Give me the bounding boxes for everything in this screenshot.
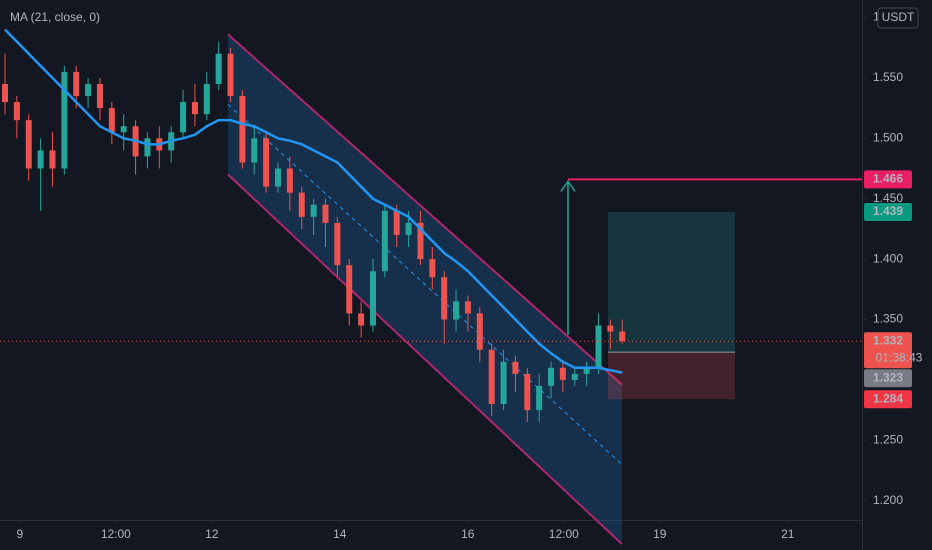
candle-body	[393, 210, 400, 235]
stop-price-label: 1.284	[873, 391, 903, 405]
x-tick-label: 16	[461, 527, 475, 541]
candle-body	[286, 168, 293, 193]
candle-body	[441, 277, 448, 320]
y-tick-label: 1.200	[873, 493, 903, 507]
channel-fill	[228, 34, 622, 545]
last-price-label: 1.332	[873, 333, 903, 347]
candle-body	[25, 120, 32, 169]
take-profit-label: 1.439	[873, 204, 903, 218]
candle-body	[488, 349, 495, 405]
channel-upper	[227, 33, 623, 386]
candle-body	[453, 301, 460, 320]
candle-body	[13, 102, 20, 121]
x-tick-label: 12:00	[549, 527, 579, 541]
candle-body	[583, 367, 590, 374]
x-tick-label: 12	[205, 527, 219, 541]
target-price-label-box	[864, 170, 912, 189]
x-tick-label: 12:00	[101, 527, 131, 541]
candle-body	[369, 271, 376, 326]
entry-price-label: 1.323	[873, 370, 903, 384]
candle-body	[108, 108, 115, 133]
candle-body	[619, 331, 626, 342]
indicator-legend[interactable]: MA (21, close, 0)	[10, 10, 100, 24]
candle-body	[524, 373, 531, 411]
y-tick-label: 1.450	[873, 191, 903, 205]
stop-price-label-box	[864, 390, 912, 409]
candle-body	[227, 53, 234, 97]
candle-body	[500, 361, 507, 405]
x-tick-label: 19	[653, 527, 667, 541]
candle-body	[2, 83, 8, 103]
x-tick-label: 9	[16, 527, 23, 541]
currency-label: USDT	[882, 10, 915, 24]
arrow-head	[560, 180, 576, 192]
candle-body	[85, 83, 92, 97]
candle-body	[559, 367, 566, 380]
y-tick-label: 1.550	[873, 70, 903, 84]
candle-body	[49, 150, 56, 169]
candle-body	[275, 168, 282, 187]
last-price-label-box	[864, 332, 912, 369]
candle-body	[61, 71, 68, 169]
position-stop-zone	[608, 352, 735, 400]
candle-body	[607, 325, 614, 332]
candle-body	[476, 313, 483, 350]
candle-body	[251, 138, 258, 163]
candle-body	[73, 71, 80, 97]
candle-body	[429, 259, 436, 278]
channel-middle	[227, 104, 623, 465]
entry-price-label-box	[864, 369, 912, 388]
candle-body	[263, 138, 270, 187]
candle-body	[37, 150, 44, 169]
candle-body	[239, 96, 246, 163]
x-tick-label: 14	[333, 527, 347, 541]
candle-body	[322, 204, 329, 223]
candle-body	[595, 325, 602, 368]
position-target-zone	[608, 211, 735, 353]
candle-body	[358, 313, 365, 326]
candle-body	[334, 222, 341, 266]
candle-body	[203, 83, 210, 115]
channel-lower	[227, 173, 623, 545]
y-tick-label: 1.250	[873, 432, 903, 446]
target-price-label: 1.466	[873, 172, 903, 186]
candle-body	[346, 265, 353, 314]
candle-body	[180, 102, 187, 133]
candle-body	[120, 126, 127, 133]
candle-body	[464, 301, 471, 314]
candle-body	[381, 210, 388, 272]
y-tick-label: 1	[873, 10, 880, 24]
candle-body	[310, 204, 317, 217]
ma-line	[4, 28, 623, 374]
y-tick-label: 1.400	[873, 251, 903, 265]
candle-body	[548, 367, 555, 386]
candle-body	[215, 53, 222, 84]
candle-body	[512, 361, 519, 374]
take-profit-label-box	[864, 202, 912, 221]
candle-body	[536, 385, 543, 411]
candle-body	[417, 222, 424, 260]
candle-body	[298, 192, 305, 217]
y-tick-label: 1.500	[873, 130, 903, 144]
candle-body	[96, 83, 103, 109]
y-tick-label: 1.350	[873, 312, 903, 326]
candle-body	[144, 138, 151, 157]
currency-badge[interactable]	[877, 7, 919, 29]
x-tick-label: 21	[781, 527, 795, 541]
candle-body	[571, 373, 578, 380]
candle-body	[405, 222, 412, 235]
candle-body	[191, 102, 198, 115]
countdown-label: 01:38:43	[876, 350, 923, 364]
